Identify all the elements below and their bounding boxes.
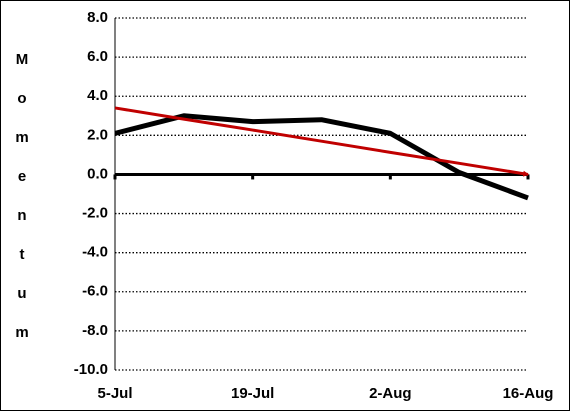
y-tick-label: 0.0: [87, 165, 108, 182]
x-tick-label: 2-Aug: [369, 385, 412, 402]
y-tick-label: 6.0: [87, 48, 108, 65]
y-tick-label: -4.0: [82, 244, 108, 261]
y-tick-label: -8.0: [82, 322, 108, 339]
y-tick-label: 4.0: [87, 87, 108, 104]
x-tick-label: 19-Jul: [231, 385, 274, 402]
data-line: [114, 113, 529, 201]
y-tick-label: -2.0: [82, 205, 108, 222]
y-tick-label: -6.0: [82, 283, 108, 300]
y-tick-label: 8.0: [87, 9, 108, 26]
x-tick-label: 16-Aug: [503, 385, 554, 402]
trend-line: [114, 106, 530, 177]
y-tick-label: 2.0: [87, 126, 108, 143]
x-tick-label: 5-Jul: [97, 385, 132, 402]
y-tick-label: -10.0: [74, 361, 108, 378]
